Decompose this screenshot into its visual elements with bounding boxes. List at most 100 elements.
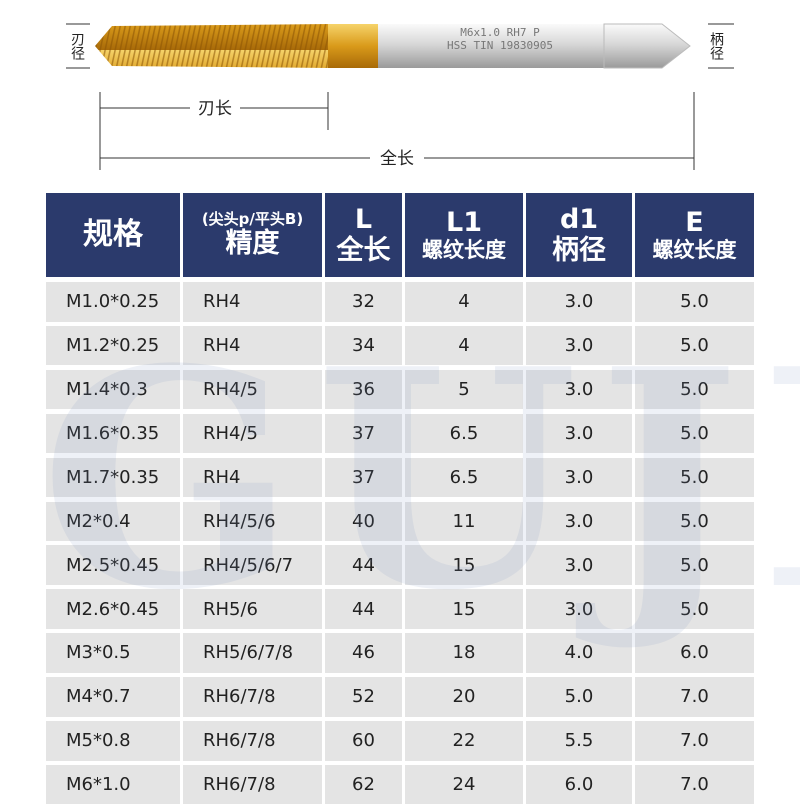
tap-drawing: M6x1.0 RH7 P HSS TIN 19830905 刃径 柄径 刃长 全… <box>66 23 734 170</box>
shank-end <box>603 23 691 69</box>
header-text: 螺纹长度 <box>422 238 506 263</box>
table-cell: 24 <box>405 764 523 804</box>
table-cell: M6*1.0 <box>46 764 180 804</box>
table-cell: 3.0 <box>526 282 632 322</box>
header-text: (尖头p/平头B) <box>201 209 304 228</box>
table-cell: RH4 <box>183 457 322 498</box>
table-cell: 37 <box>325 457 402 498</box>
header-cell: (尖头p/平头B) 精度 <box>183 193 322 277</box>
table-cell: 5.0 <box>635 501 754 541</box>
table-cell: 5.0 <box>635 545 754 585</box>
table-cell: RH6/7/8 <box>183 764 322 804</box>
table-cell: 52 <box>325 677 402 717</box>
table-cell: 3.0 <box>526 325 632 366</box>
table-cell: 15 <box>405 545 523 585</box>
header-cell: d1 柄径 <box>526 193 632 277</box>
table-cell: M1.2*0.25 <box>46 325 180 366</box>
table-cell: 20 <box>405 677 523 717</box>
table-cell: M1.0*0.25 <box>46 282 180 322</box>
table-cell: M3*0.5 <box>46 633 180 673</box>
label: 柄径 <box>708 32 724 60</box>
table-cell: 7.0 <box>635 677 754 717</box>
label: 全长 <box>380 149 414 169</box>
table-cell: 5.0 <box>635 325 754 366</box>
header-text: 柄径 <box>552 235 606 266</box>
table-cell: 15 <box>405 589 523 629</box>
table-cell: 4.0 <box>526 633 632 673</box>
table-cell: 60 <box>325 721 402 761</box>
dimension-lines <box>66 23 734 170</box>
header-text: L1 <box>446 207 482 239</box>
table-cell: 5.5 <box>526 721 632 761</box>
header-text: 螺纹长度 <box>652 238 737 263</box>
table-cell: 3.0 <box>526 501 632 541</box>
table-cell: RH4 <box>183 282 322 322</box>
table-cell: RH6/7/8 <box>183 677 322 717</box>
table-cell: 3.0 <box>526 545 632 585</box>
table-cell: 6.0 <box>635 633 754 673</box>
engraving: HSS TIN 19830905 <box>447 39 553 52</box>
table-cell: 34 <box>325 325 402 366</box>
table-cell: M5*0.8 <box>46 721 180 761</box>
table-cell: M2*0.4 <box>46 501 180 541</box>
table-cell: 3.0 <box>526 369 632 410</box>
table-cell: 6.0 <box>526 764 632 804</box>
table-cell: M4*0.7 <box>46 677 180 717</box>
table-cell: RH4/5/6/7 <box>183 545 322 585</box>
table-cell: 37 <box>325 413 402 454</box>
header-text: E <box>685 207 704 239</box>
table-cell: RH4/5 <box>183 413 322 454</box>
header-cell: 规格 <box>46 193 180 277</box>
table-cell: 18 <box>405 633 523 673</box>
header-text: d1 <box>559 203 599 235</box>
table-cell: 5.0 <box>526 677 632 717</box>
table-cell: RH4/5/6 <box>183 501 322 541</box>
table-cell: 5.0 <box>635 369 754 410</box>
table-cell: RH5/6 <box>183 589 322 629</box>
table-cell: 5 <box>405 369 523 410</box>
table-cell: 3.0 <box>526 589 632 629</box>
table-cell: RH4/5 <box>183 369 322 410</box>
table-cell: 4 <box>405 325 523 366</box>
table-cell: M1.4*0.3 <box>46 369 180 410</box>
table-cell: 22 <box>405 721 523 761</box>
table-cell: 5.0 <box>635 457 754 498</box>
header-text: 精度 <box>225 228 280 260</box>
table-cell: M2.6*0.45 <box>46 589 180 629</box>
header-text: 规格 <box>83 216 143 252</box>
table-cell: 5.0 <box>635 413 754 454</box>
table-cell: 7.0 <box>635 764 754 804</box>
shank <box>378 24 604 68</box>
table-cell: 3.0 <box>526 413 632 454</box>
table-cell: 6.5 <box>405 413 523 454</box>
table-cell: RH5/6/7/8 <box>183 633 322 673</box>
table-cell: RH6/7/8 <box>183 721 322 761</box>
table-cell: 5.0 <box>635 589 754 629</box>
table-cell: 44 <box>325 589 402 629</box>
table-cell: 5.0 <box>635 282 754 322</box>
header-text: 全长 <box>336 235 391 266</box>
table-cell: 6.5 <box>405 457 523 498</box>
header-cell: L 全长 <box>325 193 402 277</box>
thread <box>95 24 330 68</box>
table-cell: 46 <box>325 633 402 673</box>
table-cell: 44 <box>325 545 402 585</box>
table-cell: 36 <box>325 369 402 410</box>
table-cell: 3.0 <box>526 457 632 498</box>
table-cell: 11 <box>405 501 523 541</box>
table-cell: RH4 <box>183 325 322 366</box>
table-cell: M1.7*0.35 <box>46 457 180 498</box>
table-cell: M2.5*0.45 <box>46 545 180 585</box>
header-cell: L1 螺纹长度 <box>405 193 523 277</box>
header-text: L <box>354 203 373 235</box>
table-cell: 40 <box>325 501 402 541</box>
table-cell: 32 <box>325 282 402 322</box>
table-cell: 62 <box>325 764 402 804</box>
table-cell: M1.6*0.35 <box>46 413 180 454</box>
header-cell: E 螺纹长度 <box>635 193 754 277</box>
collar <box>328 24 380 68</box>
engraving: M6x1.0 RH7 P <box>460 26 540 39</box>
label: 刃长 <box>198 99 232 119</box>
label: 刃径 <box>69 32 85 60</box>
